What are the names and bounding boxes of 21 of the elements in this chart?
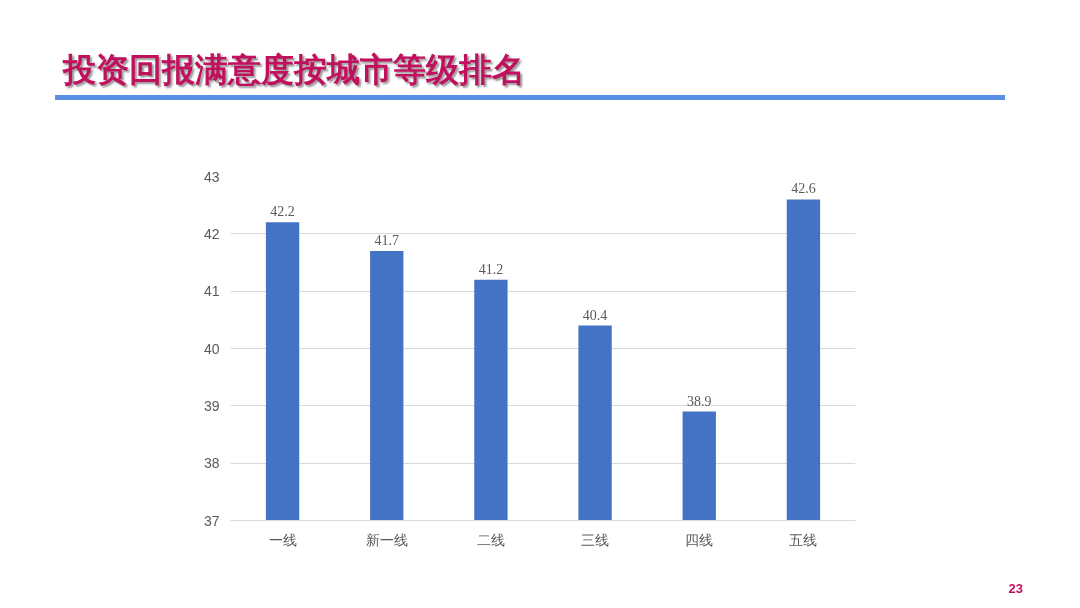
chart-title: 投资回报满意度按城市等级排名 (63, 51, 525, 90)
y-tick-label: 42 (203, 225, 220, 242)
x-tick-label: 四线 (685, 531, 714, 548)
text: 23 (1008, 580, 1023, 598)
y-tick-label: 40 (203, 340, 220, 357)
x-tick-label: 一线 (268, 531, 297, 548)
x-tick-label: 二线 (476, 531, 505, 548)
data-label: 41.7 (374, 233, 399, 249)
y-tick-label: 38 (203, 455, 220, 472)
data-label: 41.2 (478, 261, 504, 277)
x-tick-label: 三线 (581, 531, 610, 548)
data-label: 40.4 (582, 307, 608, 323)
y-tick-label: 39 (203, 397, 220, 414)
data-label: 42.2 (270, 204, 295, 220)
data-label: 38.9 (687, 393, 712, 409)
y-tick-label: 37 (203, 512, 220, 529)
data-label: 42.6 (791, 181, 816, 197)
y-tick-label: 43 (203, 168, 220, 185)
x-tick-label: 新一线 (365, 531, 408, 548)
x-tick-label: 五线 (789, 531, 818, 548)
y-tick-label: 41 (203, 283, 220, 300)
